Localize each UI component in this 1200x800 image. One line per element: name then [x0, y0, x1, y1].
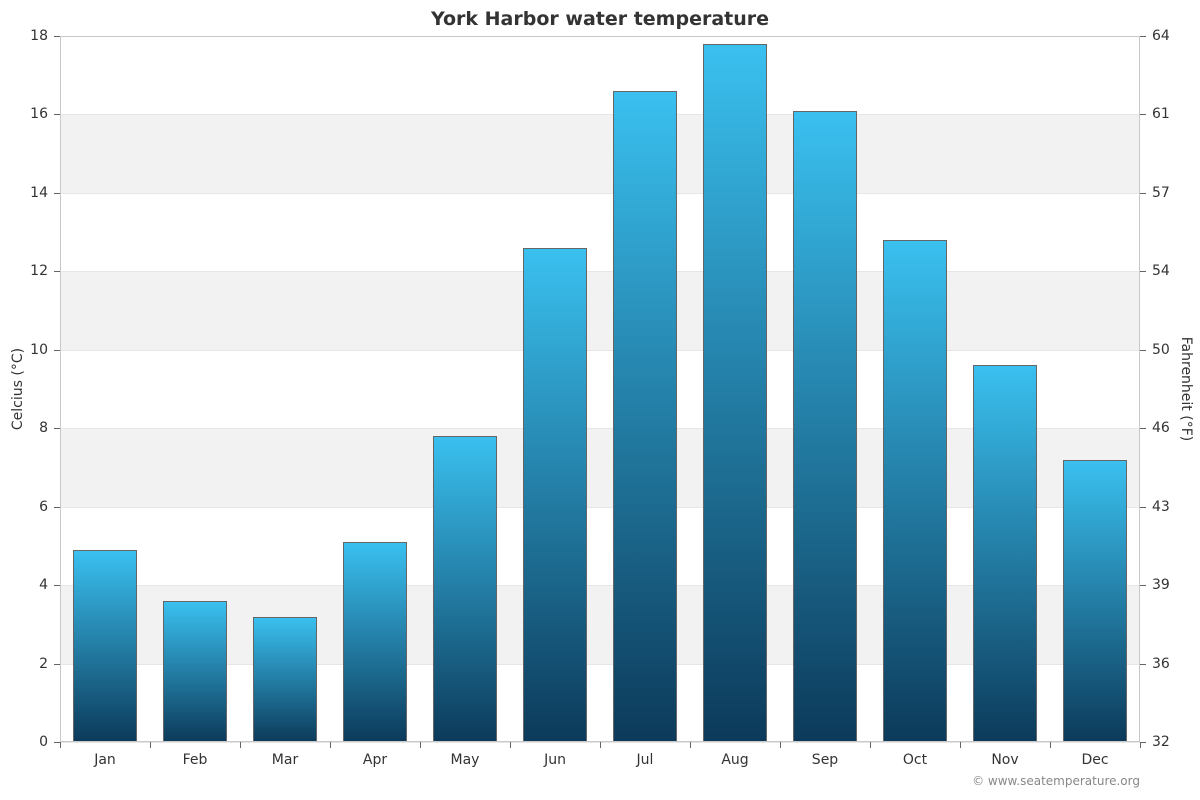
x-tick [510, 742, 511, 748]
y-left-label: 14 [0, 185, 48, 201]
y-left-label: 16 [0, 106, 48, 122]
bar-apr [343, 542, 408, 742]
x-label: Sep [812, 752, 838, 768]
chart-credit: © www.seatemperature.org [972, 774, 1140, 788]
x-label: Dec [1081, 752, 1108, 768]
x-label: Jul [637, 752, 654, 768]
chart-title: York Harbor water temperature [0, 8, 1200, 30]
x-tick [1050, 742, 1051, 748]
y-right-label: 54 [1152, 263, 1170, 279]
y-right-tick [1140, 428, 1146, 429]
bar-aug [703, 44, 768, 742]
y-left-label: 4 [0, 577, 48, 593]
y-right-tick [1140, 742, 1146, 743]
y-right-tick [1140, 664, 1146, 665]
y-right-tick [1140, 114, 1146, 115]
x-label: Jan [94, 752, 116, 768]
y-left-tick [54, 193, 60, 194]
x-label: Jun [544, 752, 566, 768]
bar-feb [163, 601, 228, 742]
y-right-label: 43 [1152, 499, 1170, 515]
y-left-label: 0 [0, 734, 48, 750]
bar-may [433, 436, 498, 742]
x-label: Aug [721, 752, 748, 768]
x-tick [240, 742, 241, 748]
water-temperature-chart: York Harbor water temperature Jan Feb Mar A… [0, 0, 1200, 800]
x-label: Nov [991, 752, 1018, 768]
y-left-tick [54, 742, 60, 743]
y-left-label: 2 [0, 656, 48, 672]
y-right-label: 61 [1152, 106, 1170, 122]
x-tick [60, 742, 61, 748]
y-right-label: 39 [1152, 577, 1170, 593]
x-label: May [451, 752, 480, 768]
y-left-label: 12 [0, 263, 48, 279]
bar-nov [973, 365, 1038, 742]
y-right-label: 64 [1152, 28, 1170, 44]
bar-mar [253, 617, 318, 743]
y-right-tick [1140, 507, 1146, 508]
bar-jul [613, 91, 678, 742]
bar-jan [73, 550, 138, 742]
x-tick [780, 742, 781, 748]
bar-sep [793, 111, 858, 742]
y-right-tick [1140, 36, 1146, 37]
y-right-label: 46 [1152, 420, 1170, 436]
y-left-tick [54, 428, 60, 429]
y-right-axis-title: Fahrenheit (°F) [1178, 337, 1194, 441]
y-right-tick [1140, 350, 1146, 351]
y-right-label: 50 [1152, 342, 1170, 358]
x-tick [420, 742, 421, 748]
y-left-axis-title: Celcius (°C) [10, 348, 26, 430]
y-left-tick [54, 271, 60, 272]
x-label: Oct [903, 752, 927, 768]
y-left-tick [54, 350, 60, 351]
x-tick [870, 742, 871, 748]
y-right-tick [1140, 585, 1146, 586]
y-right-tick [1140, 193, 1146, 194]
bar-dec [1063, 460, 1128, 742]
y-right-label: 32 [1152, 734, 1170, 750]
bar-oct [883, 240, 948, 742]
x-label: Feb [183, 752, 208, 768]
y-right-label: 57 [1152, 185, 1170, 201]
y-left-tick [54, 114, 60, 115]
bar-jun [523, 248, 588, 742]
x-label: Apr [363, 752, 387, 768]
y-right-label: 36 [1152, 656, 1170, 672]
y-left-tick [54, 36, 60, 37]
x-tick [330, 742, 331, 748]
y-right-tick [1140, 271, 1146, 272]
x-tick [690, 742, 691, 748]
x-tick [960, 742, 961, 748]
x-label: Mar [272, 752, 298, 768]
y-left-tick [54, 507, 60, 508]
bars-layer [60, 36, 1140, 742]
x-tick [150, 742, 151, 748]
y-left-label: 6 [0, 499, 48, 515]
y-left-tick [54, 585, 60, 586]
y-left-tick [54, 664, 60, 665]
x-tick [600, 742, 601, 748]
y-left-label: 18 [0, 28, 48, 44]
plot-area [60, 36, 1140, 742]
